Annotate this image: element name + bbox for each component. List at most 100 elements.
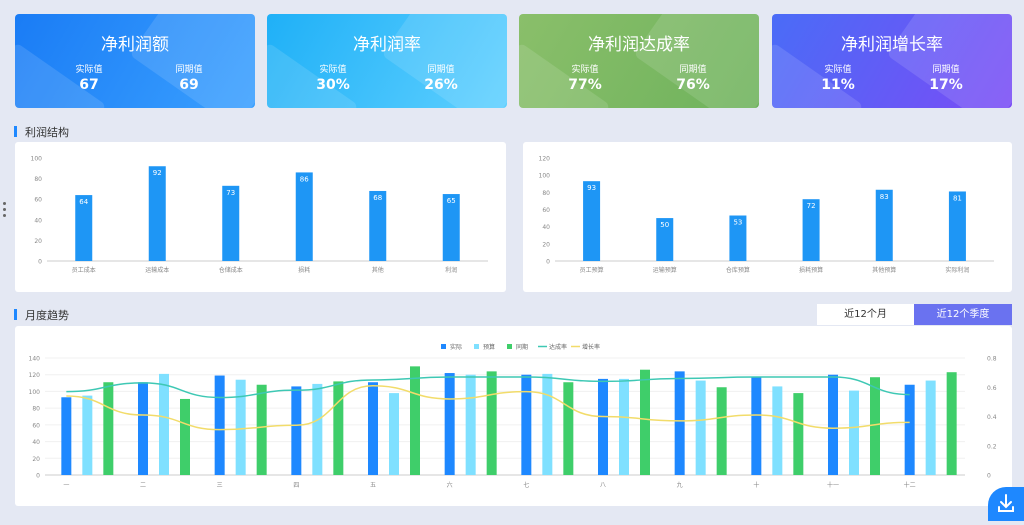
bar — [729, 215, 747, 261]
bar-同期 — [716, 387, 727, 475]
kpi-title: 净利润达成率 — [588, 35, 690, 55]
line-达成率 — [66, 376, 910, 399]
y-tick-label: 0 — [38, 259, 42, 266]
kpi-actual-value: 67 — [79, 77, 99, 93]
legend-swatch — [507, 344, 512, 349]
x-tick-label: 八 — [600, 482, 606, 489]
y-tick-label: 100 — [31, 156, 43, 163]
bar-实际 — [444, 373, 455, 475]
monthly-trend-chart-panel: 0 20 40 60 80 100 120 140 0 0.2 0.4 0.6 0.8 一 二 三 四 五 六 七 八 九… — [15, 326, 1012, 506]
tab-last-12-quarters[interactable]: 近12个季度 — [914, 304, 1012, 325]
bar-value-label: 64 — [79, 198, 88, 206]
x-tick-label: 实际利润 — [945, 266, 969, 274]
bar-实际 — [828, 374, 838, 475]
bar-同期 — [180, 398, 190, 475]
x-tick-label: 运输预算 — [653, 266, 677, 274]
download-button[interactable] — [988, 487, 1024, 521]
bar-实际 — [598, 378, 608, 475]
bar-实际 — [904, 384, 915, 475]
bar-同期 — [103, 382, 114, 475]
bar-同期 — [870, 377, 880, 475]
x-tick-label: 十二 — [904, 481, 916, 489]
y-tick-label: 120 — [29, 372, 41, 379]
bar-预算 — [465, 374, 476, 475]
bar — [583, 181, 601, 261]
x-tick-label: 损耗预算 — [799, 266, 823, 274]
legend-label: 增长率 — [582, 343, 600, 351]
kpi-title: 净利润增长率 — [841, 35, 943, 55]
x-tick-label: 十 — [753, 481, 759, 489]
y-tick-label: 140 — [29, 356, 41, 363]
kpi-actual-value: 77% — [568, 77, 602, 93]
bar-实际 — [751, 377, 762, 475]
x-tick-label: 其他预算 — [872, 266, 896, 274]
kpi-prior-value: 69 — [179, 77, 199, 93]
kpi-card-net-margin: 净利润率 实际值 30% 同期值 26% — [267, 14, 507, 108]
bar-实际 — [368, 382, 378, 475]
section-title-text: 月度趋势 — [25, 309, 69, 322]
bar-实际 — [214, 375, 225, 475]
tab-last-12-months[interactable]: 近12个月 — [817, 304, 914, 325]
x-tick-label: 三 — [217, 482, 223, 489]
y-tick-label: 60 — [32, 422, 40, 429]
bar-预算 — [619, 378, 629, 475]
bar — [656, 218, 674, 261]
bar-value-label: 92 — [153, 169, 162, 177]
bar-同期 — [563, 382, 574, 475]
bar — [369, 190, 387, 261]
section-title-text: 利润结构 — [25, 126, 69, 139]
section-marker — [14, 126, 17, 137]
x-tick-label: 仓储成本 — [219, 266, 243, 274]
kpi-actual-label: 实际值 — [824, 65, 852, 75]
x-tick-label: 二 — [140, 482, 146, 489]
y-tick-label: 40 — [34, 217, 42, 224]
bar — [442, 194, 460, 261]
y-tick-label: 100 — [29, 389, 41, 396]
bar-同期 — [256, 384, 267, 475]
drag-handle-icon[interactable] — [3, 202, 6, 217]
y-tick-label: 100 — [539, 173, 551, 180]
kpi-actual-label: 实际值 — [571, 65, 599, 75]
bar-value-label: 83 — [880, 193, 889, 201]
y-tick-label: 120 — [539, 156, 551, 163]
y2-tick-label: 0 — [987, 473, 991, 480]
kpi-title: 净利润率 — [353, 35, 421, 55]
kpi-prior-label: 同期值 — [932, 65, 960, 75]
y-tick-label: 40 — [32, 439, 40, 446]
x-tick-label: 一 — [63, 482, 69, 489]
y-tick-label: 60 — [34, 197, 42, 204]
y-tick-label: 60 — [542, 207, 550, 214]
line-增长率 — [66, 385, 910, 431]
x-tick-label: 仓库预算 — [726, 266, 750, 274]
x-tick-label: 员工成本 — [72, 266, 96, 274]
bar-实际 — [291, 386, 302, 475]
x-tick-label: 利润 — [445, 266, 457, 274]
bar-value-label: 50 — [660, 221, 669, 229]
bar-value-label: 86 — [300, 175, 309, 183]
bar — [875, 189, 893, 261]
bar — [948, 191, 966, 261]
profit-cost-chart-panel: 0 20 40 60 80 100 64 员工成本 92 运输成本 73 仓储成本 86 损耗 68 其他 65… — [15, 142, 506, 292]
profit-budget-bar-chart: 0 20 40 60 80 100 120 93 员工预算 50 运输预算 53 仓库预算 72 损耗预算 8… — [539, 156, 994, 274]
y2-tick-label: 0.2 — [987, 443, 997, 450]
kpi-prior-label: 同期值 — [427, 65, 455, 75]
y-tick-label: 0 — [546, 259, 550, 266]
bar-预算 — [389, 393, 399, 475]
x-tick-label: 五 — [370, 482, 376, 489]
y-tick-label: 40 — [542, 224, 550, 231]
bar-实际 — [674, 371, 685, 475]
bar-预算 — [925, 380, 936, 475]
legend-label: 预算 — [483, 343, 495, 351]
bar-value-label: 72 — [807, 202, 816, 210]
bar-value-label: 65 — [447, 197, 456, 205]
bar-同期 — [793, 393, 804, 475]
profit-budget-chart-panel: 0 20 40 60 80 100 120 93 员工预算 50 运输预算 53 仓库预算 72 损耗预算 8… — [523, 142, 1012, 292]
bar — [802, 199, 820, 261]
kpi-prior-value: 76% — [676, 77, 710, 93]
bar-预算 — [82, 395, 93, 475]
bar — [148, 166, 166, 261]
bar-value-label: 53 — [733, 219, 742, 227]
y-tick-label: 80 — [542, 190, 550, 197]
y2-tick-label: 0.8 — [987, 356, 997, 363]
legend-swatch — [441, 344, 446, 349]
